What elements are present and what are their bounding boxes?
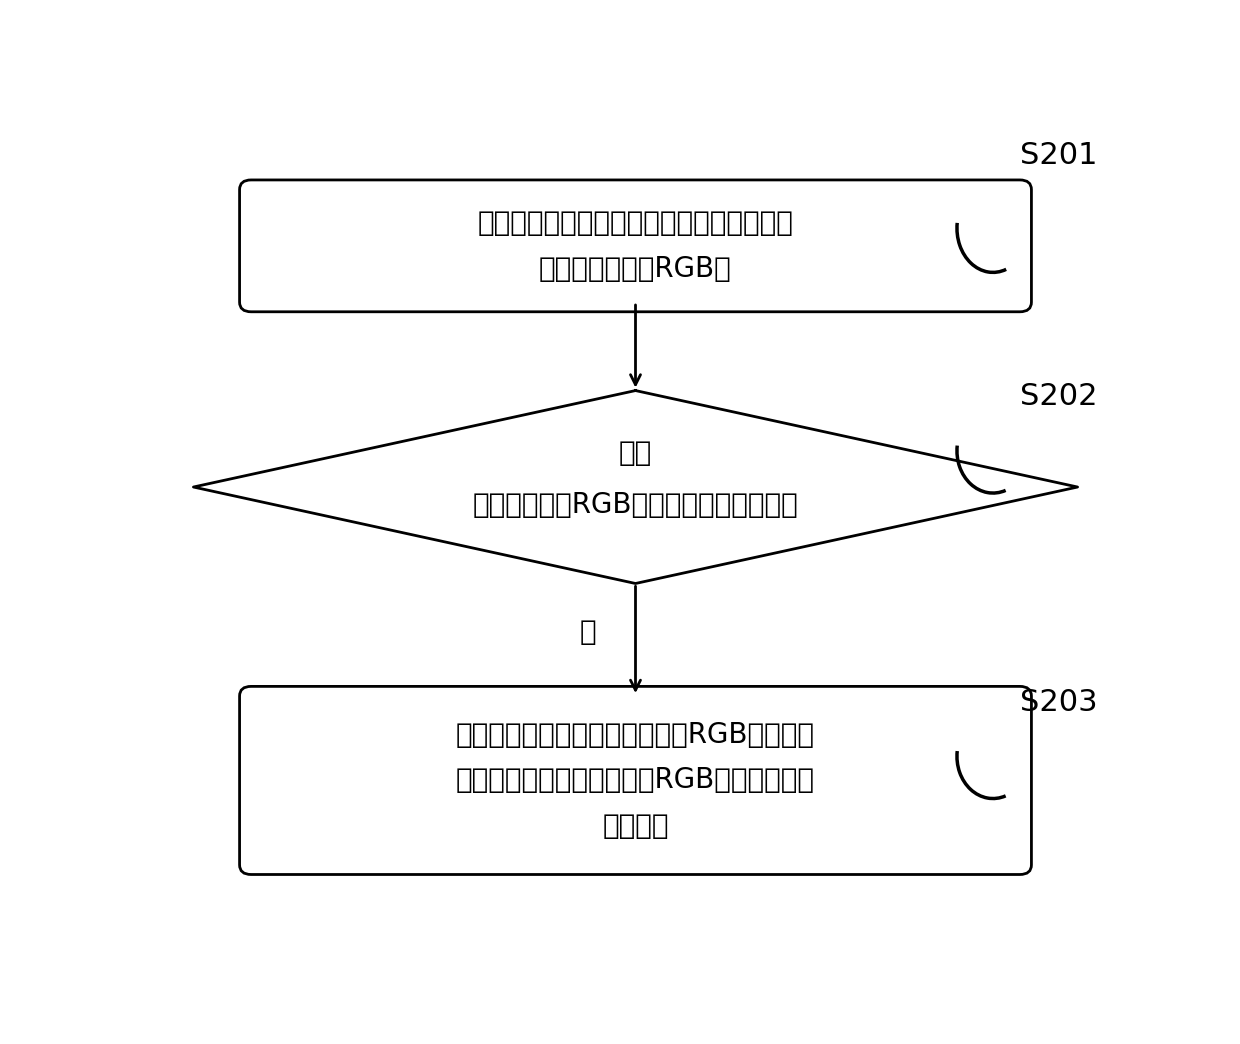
- Text: S203: S203: [1021, 688, 1097, 717]
- Text: 对位于预设范围之外的像素点的RGB值进行调
节，使调节后的每个像素的RGB值在所述预设
范围之内: 对位于预设范围之外的像素点的RGB值进行调 节，使调节后的每个像素的RGB值在所…: [456, 720, 815, 840]
- FancyBboxPatch shape: [239, 180, 1032, 312]
- FancyBboxPatch shape: [239, 686, 1032, 875]
- Text: 扫描所述重叠区域的每个像素点，并获取每
个所述像素点的RGB值: 扫描所述重叠区域的每个像素点，并获取每 个所述像素点的RGB值: [477, 209, 794, 283]
- Text: S202: S202: [1021, 382, 1097, 411]
- Text: S201: S201: [1021, 141, 1097, 170]
- Polygon shape: [193, 390, 1078, 584]
- Text: 每个像素点的RGB值是否都在预设范围内: 每个像素点的RGB值是否都在预设范围内: [472, 491, 799, 519]
- Text: 否: 否: [579, 618, 595, 646]
- Text: 判断: 判断: [619, 440, 652, 468]
